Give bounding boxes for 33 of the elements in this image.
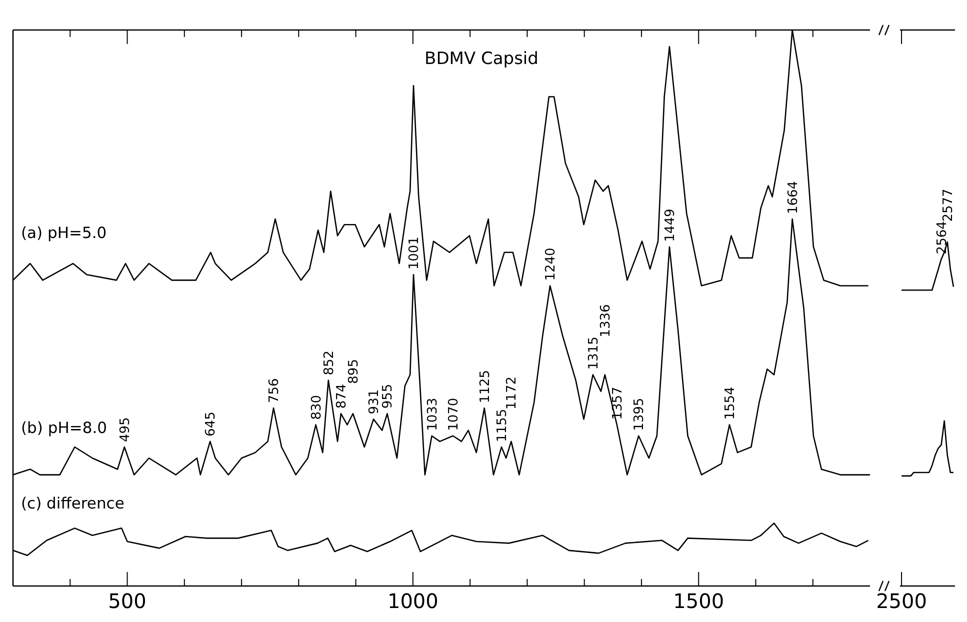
series-label: (a) pH=5.0 (21, 224, 107, 242)
text: 2500 (876, 589, 927, 613)
annotation: 1357 (610, 386, 626, 420)
x-tick-label: 1500 (673, 589, 724, 613)
annotation: 955 (380, 384, 396, 409)
annotation: 1554 (722, 386, 738, 420)
annotation: 2577 (940, 188, 956, 222)
x-tick-label: 500 (108, 589, 146, 613)
annotation: 2564 (934, 221, 950, 254)
annotation: 645 (204, 412, 219, 436)
text: BDMV Capsid (424, 49, 538, 69)
annotation: 874 (334, 384, 350, 409)
annotation: 1125 (478, 370, 493, 404)
annotation: 1449 (662, 208, 678, 242)
annotation: 1070 (446, 398, 462, 431)
annotation: 1395 (632, 398, 648, 431)
annotation: 1336 (598, 304, 614, 338)
annotation: 852 (322, 350, 337, 376)
annotation: 1033 (425, 398, 440, 431)
annotation: 931 (367, 389, 382, 414)
series-label: (c) difference (21, 494, 124, 512)
annotation: 495 (118, 417, 133, 442)
annotation: 756 (267, 378, 282, 404)
annotation: 1001 (407, 236, 422, 270)
annotation: 1315 (586, 336, 602, 370)
x-tick-label: 1000 (387, 589, 438, 613)
annotation: 1155 (494, 408, 510, 442)
annotation: 895 (346, 359, 362, 384)
annotation: 1172 (504, 376, 520, 410)
annotation: 1240 (544, 248, 559, 281)
annotation: 830 (309, 394, 324, 420)
annotation: 1664 (786, 180, 801, 214)
series-label: (b) pH=8.0 (21, 418, 107, 437)
